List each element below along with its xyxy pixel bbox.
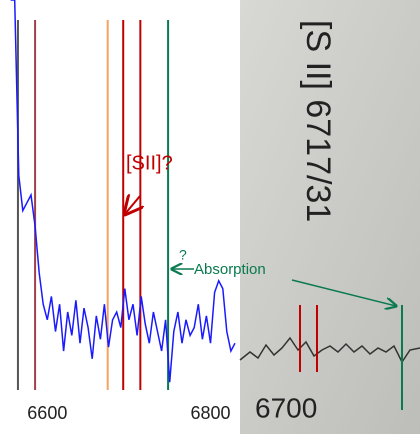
annotation: ?	[179, 247, 187, 263]
annotation-arrow	[291, 279, 396, 306]
photo-axis-label: 6700	[255, 392, 317, 423]
photo-background	[240, 0, 420, 434]
x-tick-label: 6600	[27, 403, 67, 423]
annotation: Absorption	[194, 261, 266, 278]
x-tick-label: 6800	[190, 403, 230, 423]
photo-spectrum	[239, 336, 420, 364]
photo-label: [S II] 6717/31	[299, 20, 337, 222]
spectrum-line	[10, 0, 236, 383]
annotation-arrow	[125, 196, 140, 214]
photo-panel: [S II] 6717/31 6700	[239, 0, 420, 434]
annotation: [SII]?	[126, 152, 173, 174]
